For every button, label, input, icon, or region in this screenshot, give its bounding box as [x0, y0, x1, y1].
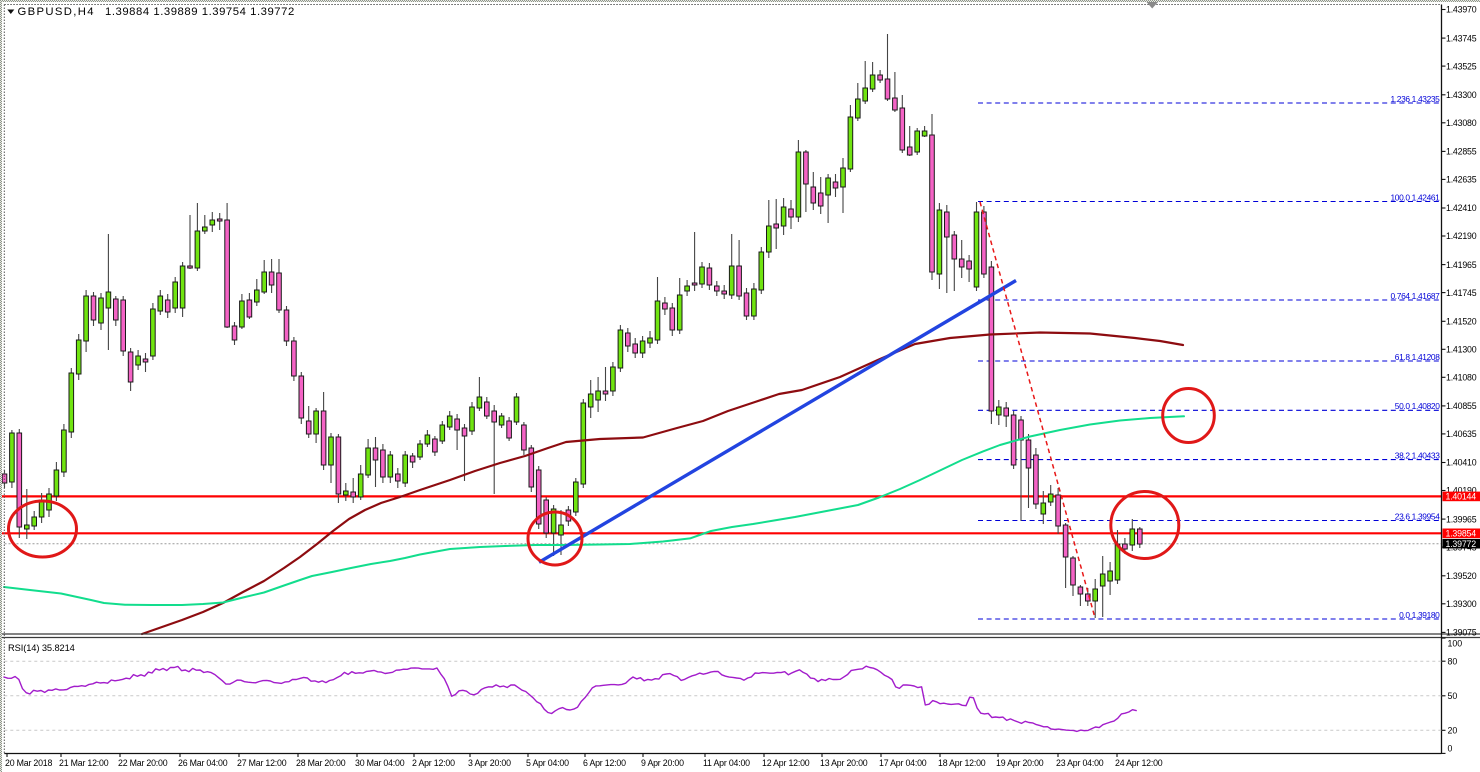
svg-text:50: 50: [1448, 691, 1458, 701]
svg-text:5 Apr 04:00: 5 Apr 04:00: [526, 758, 569, 768]
svg-text:1.39520: 1.39520: [1446, 571, 1477, 581]
svg-text:1.40144: 1.40144: [1446, 492, 1477, 502]
svg-text:1.39854: 1.39854: [1446, 529, 1477, 539]
svg-text:18 Apr 12:00: 18 Apr 12:00: [938, 758, 986, 768]
svg-text:0.764 1.41687: 0.764 1.41687: [1390, 291, 1440, 301]
svg-text:1.43300: 1.43300: [1446, 90, 1477, 100]
svg-text:1.43525: 1.43525: [1446, 61, 1477, 71]
svg-text:23 Apr 04:00: 23 Apr 04:00: [1056, 758, 1104, 768]
svg-text:1.42855: 1.42855: [1446, 147, 1477, 157]
svg-text:1.43970: 1.43970: [1446, 5, 1477, 15]
svg-text:1.42410: 1.42410: [1446, 203, 1477, 213]
svg-text:28 Mar 20:00: 28 Mar 20:00: [296, 758, 346, 768]
svg-text:1.39772: 1.39772: [1446, 539, 1477, 549]
svg-text:26 Mar 04:00: 26 Mar 04:00: [178, 758, 228, 768]
svg-text:1.41300: 1.41300: [1446, 345, 1477, 355]
svg-text:6 Apr 12:00: 6 Apr 12:00: [583, 758, 626, 768]
svg-text:80: 80: [1448, 656, 1458, 666]
svg-text:1.41745: 1.41745: [1446, 288, 1477, 298]
svg-text:17 Apr 04:00: 17 Apr 04:00: [879, 758, 927, 768]
svg-text:61.8 1.41208: 61.8 1.41208: [1395, 352, 1440, 362]
svg-text:RSI(14) 35.8214: RSI(14) 35.8214: [8, 643, 75, 653]
svg-text:1.42190: 1.42190: [1446, 231, 1477, 241]
svg-text:GBPUSD,H4: GBPUSD,H4: [18, 6, 95, 18]
svg-text:24 Apr 12:00: 24 Apr 12:00: [1115, 758, 1163, 768]
svg-text:21 Mar 12:00: 21 Mar 12:00: [59, 758, 109, 768]
svg-text:1.236 1.43235: 1.236 1.43235: [1390, 94, 1440, 104]
svg-text:2 Apr 12:00: 2 Apr 12:00: [412, 758, 455, 768]
svg-text:1.41080: 1.41080: [1446, 373, 1477, 383]
svg-text:3 Apr 20:00: 3 Apr 20:00: [468, 758, 511, 768]
svg-text:11 Apr 04:00: 11 Apr 04:00: [703, 758, 750, 768]
svg-text:22 Mar 20:00: 22 Mar 20:00: [118, 758, 168, 768]
svg-text:1.39884 1.39889 1.39754 1.3977: 1.39884 1.39889 1.39754 1.39772: [105, 6, 295, 18]
svg-text:19 Apr 20:00: 19 Apr 20:00: [996, 758, 1044, 768]
svg-text:1.39075: 1.39075: [1446, 628, 1477, 638]
svg-text:1.40635: 1.40635: [1446, 429, 1477, 439]
svg-text:23.6 1.39954: 23.6 1.39954: [1395, 511, 1440, 521]
svg-text:0: 0: [1448, 744, 1453, 754]
svg-text:38.2 1.40433: 38.2 1.40433: [1395, 450, 1440, 460]
svg-text:30 Mar 04:00: 30 Mar 04:00: [355, 758, 405, 768]
svg-text:1.43745: 1.43745: [1446, 33, 1477, 43]
svg-text:20 Mar 2018: 20 Mar 2018: [5, 758, 52, 768]
svg-text:1.43080: 1.43080: [1446, 118, 1477, 128]
svg-text:1.41965: 1.41965: [1446, 260, 1477, 270]
svg-text:1.39965: 1.39965: [1446, 514, 1477, 524]
svg-text:1.40410: 1.40410: [1446, 458, 1477, 468]
svg-text:100: 100: [1448, 639, 1463, 649]
svg-text:100.0 1.42461: 100.0 1.42461: [1390, 192, 1440, 202]
svg-text:27 Mar 12:00: 27 Mar 12:00: [237, 758, 287, 768]
svg-text:1.39300: 1.39300: [1446, 599, 1477, 609]
svg-text:0.0 1.39180: 0.0 1.39180: [1399, 610, 1440, 620]
svg-text:12 Apr 12:00: 12 Apr 12:00: [762, 758, 810, 768]
svg-text:13 Apr 20:00: 13 Apr 20:00: [820, 758, 868, 768]
svg-text:1.40855: 1.40855: [1446, 401, 1477, 411]
svg-text:50.0 1.40820: 50.0 1.40820: [1395, 401, 1440, 411]
svg-text:1.40190: 1.40190: [1446, 486, 1477, 496]
svg-text:1.41520: 1.41520: [1446, 317, 1477, 327]
svg-text:1.42635: 1.42635: [1446, 175, 1477, 185]
svg-text:9 Apr 20:00: 9 Apr 20:00: [641, 758, 684, 768]
svg-text:20: 20: [1448, 726, 1458, 736]
